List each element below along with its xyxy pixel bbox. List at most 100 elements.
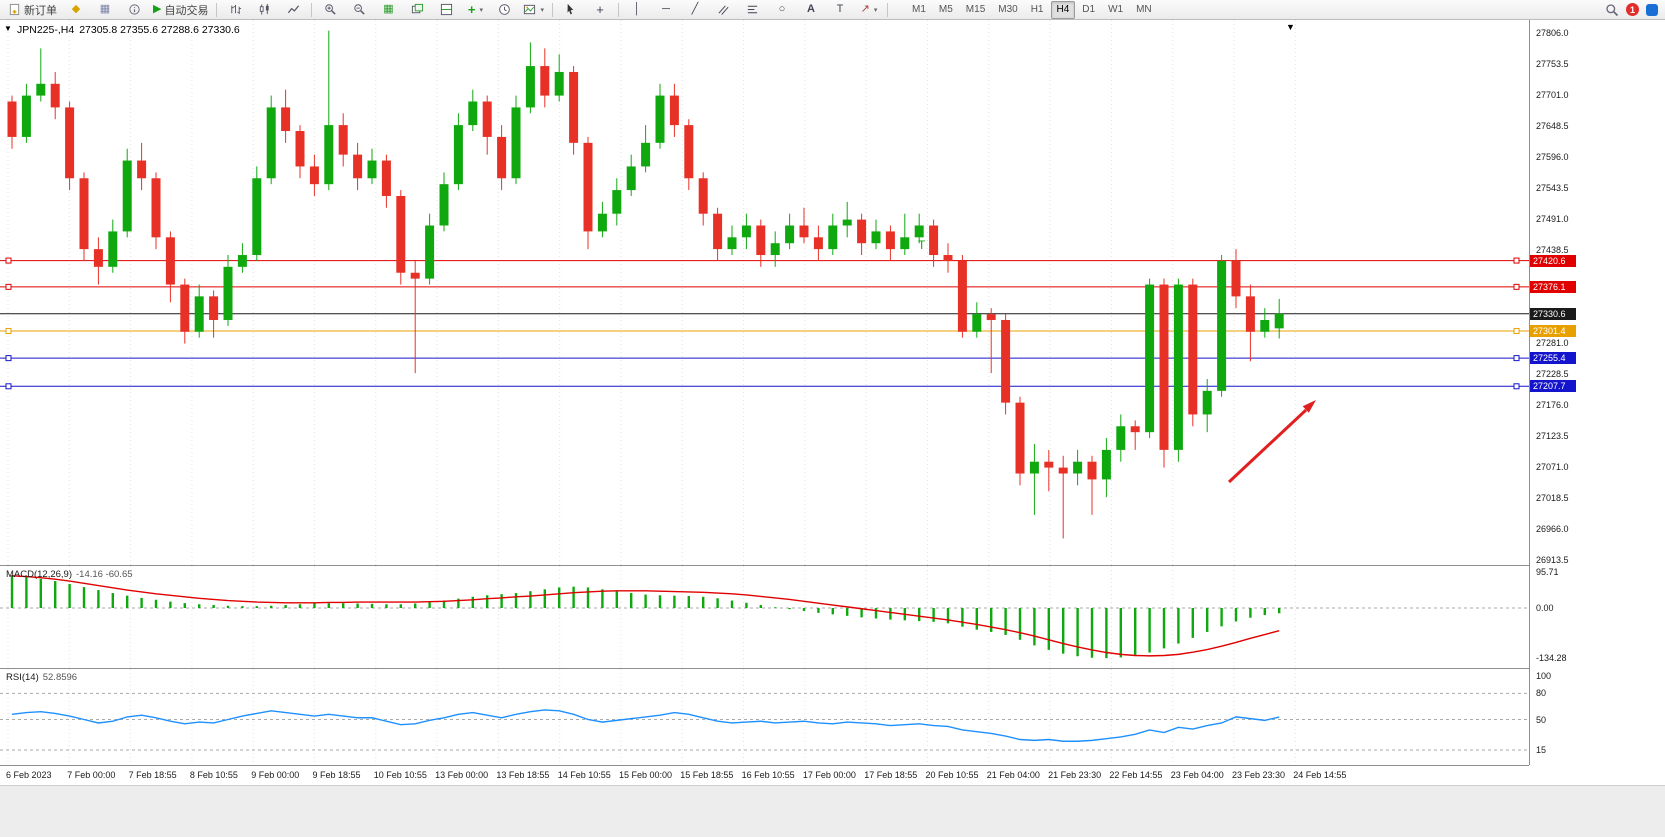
candle-body: [626, 166, 636, 191]
line-handle[interactable]: [1513, 383, 1520, 390]
indicators-button[interactable]: + ▾: [461, 0, 489, 19]
candle-body: [612, 190, 622, 214]
data-window-button[interactable]: [120, 0, 148, 19]
cascade-windows-button[interactable]: [403, 0, 431, 19]
zoom-out-button[interactable]: [345, 0, 373, 19]
trend-arrow-head[interactable]: [1302, 400, 1316, 413]
price-tick: 27123.5: [1536, 431, 1569, 441]
arrows-tool-button[interactable]: ↗ ▾: [855, 0, 883, 19]
candlestick-chart-icon: [258, 3, 271, 16]
line-handle[interactable]: [5, 327, 12, 334]
shapes-tool-button[interactable]: ○: [768, 0, 796, 19]
tile-horizontal-icon: [440, 3, 453, 16]
candle-body: [468, 101, 478, 126]
candle-body: [324, 125, 334, 185]
line-handle[interactable]: [5, 355, 12, 362]
new-order-button[interactable]: 新订单: [4, 0, 61, 19]
price-scale[interactable]: 27806.0 27753.5 27701.0 27648.5 27596.0 27543…: [1529, 20, 1665, 765]
tile-horizontal-button[interactable]: [432, 0, 460, 19]
time-label: 15 Feb 00:00: [619, 770, 673, 780]
app-panel-icon[interactable]: [1646, 3, 1658, 16]
line-handle[interactable]: [5, 257, 12, 264]
trendline-tool-button[interactable]: ╱: [681, 0, 709, 19]
timeframe-m1[interactable]: M1: [911, 4, 926, 15]
time-axis[interactable]: 6 Feb 2023 7 Feb 00:00 7 Feb 18:55 8 Feb 10…: [0, 766, 1665, 785]
text-annotation-t[interactable]: T: [918, 238, 926, 252]
rsi-tick: 15: [1536, 744, 1547, 755]
cursor-icon: [564, 3, 577, 16]
separator: [617, 2, 619, 17]
tile-windows-button[interactable]: ▦: [374, 0, 402, 19]
timeframe-m30[interactable]: M30: [998, 4, 1018, 15]
line-handle[interactable]: [1513, 355, 1520, 362]
trend-arrow-line[interactable]: [1227, 408, 1308, 484]
candle-body: [1058, 467, 1068, 474]
line-handle[interactable]: [1513, 327, 1520, 334]
candle-body: [194, 296, 204, 332]
timeframe-d1[interactable]: D1: [1082, 4, 1096, 15]
label-tool-icon: T: [836, 3, 844, 15]
time-label: 9 Feb 18:55: [312, 770, 361, 780]
candle-body: [65, 107, 75, 179]
candle-body: [1073, 461, 1083, 474]
separator: [311, 2, 313, 17]
candle-body: [209, 296, 219, 320]
time-label: 14 Feb 10:55: [557, 770, 611, 780]
horizontal-line-tool-button[interactable]: ─: [652, 0, 680, 19]
fibonacci-tool-button[interactable]: [739, 0, 767, 19]
candle-body: [1044, 461, 1054, 468]
one-click-collapse-icon[interactable]: ▼: [4, 24, 12, 33]
timeframe-h4[interactable]: H4: [1050, 0, 1076, 19]
line-chart-icon: [287, 3, 300, 16]
candle-body: [655, 95, 665, 143]
chevron-down-icon: ▾: [479, 6, 484, 14]
line-handle[interactable]: [5, 383, 12, 390]
macd-signal-line: [11, 575, 1280, 657]
candle-body: [669, 95, 679, 126]
timeframe-w1[interactable]: W1: [1108, 4, 1124, 15]
vertical-line-tool-button[interactable]: │: [623, 0, 651, 19]
rsi-value: 52.8596: [42, 672, 78, 683]
market-watch-button[interactable]: ◆: [62, 0, 90, 19]
rsi-chart: [0, 669, 1529, 765]
price-chart-panel[interactable]: ▼ JPN225-,H4 27305.8 27355.6 27288.6 2733…: [0, 20, 1529, 566]
text-tool-button[interactable]: A: [797, 0, 825, 19]
macd-panel[interactable]: MACD(12,26,9) -14.16 -60.65: [0, 566, 1529, 669]
timeframe-m15[interactable]: M15: [965, 4, 986, 15]
macd-tick: 0.00: [1536, 603, 1554, 613]
zoom-in-button[interactable]: [316, 0, 344, 19]
chart-window-button[interactable]: ▦: [91, 0, 119, 19]
line-handle[interactable]: [1513, 257, 1520, 264]
candle-body: [641, 142, 651, 167]
timeframe-m5[interactable]: M5: [938, 4, 953, 15]
template-button[interactable]: ▾: [519, 0, 548, 19]
notification-badge[interactable]: 1: [1626, 3, 1639, 16]
candlestick-chart: T: [0, 20, 1529, 565]
candle-body: [1274, 313, 1284, 329]
candle-body: [511, 107, 521, 179]
candle-body: [900, 237, 910, 250]
candle-body: [799, 225, 809, 238]
cursor-tool-button[interactable]: [557, 0, 585, 19]
search-icon[interactable]: [1605, 3, 1619, 17]
label-tool-button[interactable]: T: [826, 0, 854, 19]
timeframe-mn[interactable]: MN: [1136, 4, 1152, 15]
candle-body: [295, 131, 305, 167]
candle-body: [1001, 319, 1011, 403]
rsi-panel[interactable]: RSI(14) 52.8596: [0, 669, 1529, 766]
crosshair-tool-button[interactable]: +: [586, 0, 614, 19]
candle-body: [122, 160, 132, 232]
timeframe-h1[interactable]: H1: [1030, 4, 1044, 15]
period-button[interactable]: [490, 0, 518, 19]
line-handle[interactable]: [5, 283, 12, 290]
candlestick-chart-button[interactable]: [250, 0, 278, 19]
time-label: 21 Feb 23:30: [1048, 770, 1102, 780]
line-handle[interactable]: [1513, 283, 1520, 290]
channel-tool-button[interactable]: [710, 0, 738, 19]
time-label: 16 Feb 10:55: [741, 770, 795, 780]
auto-trading-button[interactable]: ▶ 自动交易: [149, 0, 212, 19]
candle-body: [1130, 426, 1140, 433]
bar-chart-button[interactable]: [221, 0, 249, 19]
candle-body: [1245, 296, 1255, 332]
line-chart-button[interactable]: [279, 0, 307, 19]
